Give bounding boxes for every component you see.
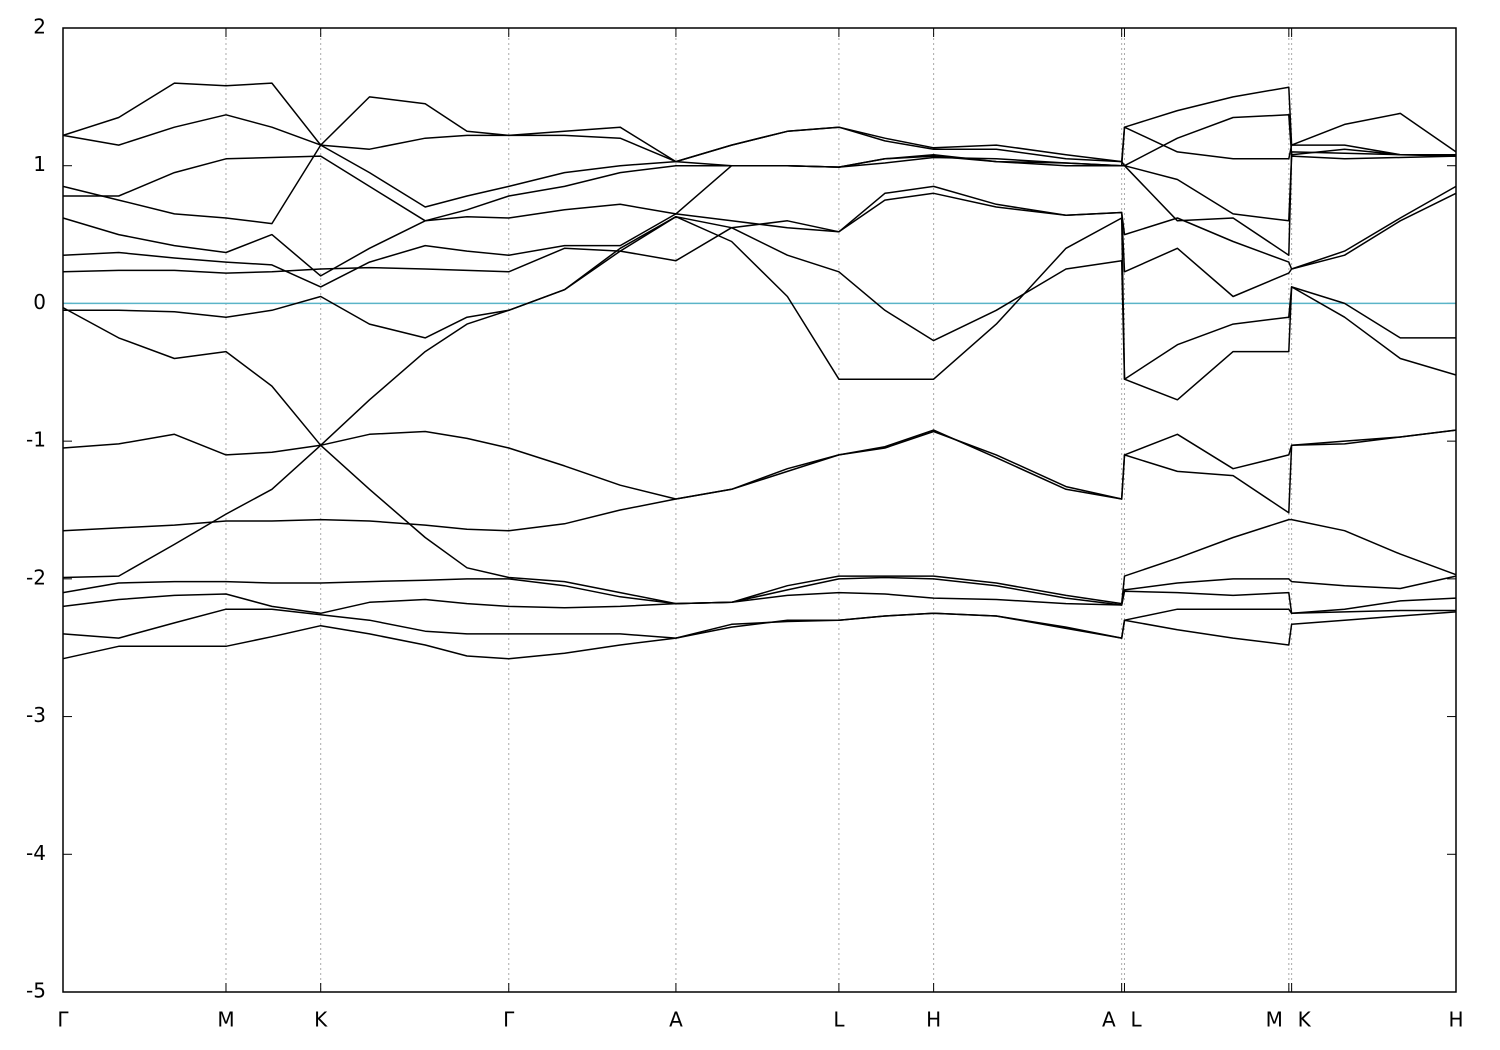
band-line — [62, 429, 1457, 514]
band-line — [62, 82, 1456, 167]
band-line — [62, 444, 1457, 605]
band-line — [63, 155, 1457, 222]
band-line — [62, 611, 1457, 660]
x-tick-label: L — [1130, 1008, 1142, 1032]
band-line — [62, 185, 1457, 288]
x-tick-label: L — [833, 1008, 845, 1032]
x-tick-label: A — [1102, 1008, 1116, 1032]
y-tick-label: -1 — [26, 428, 46, 452]
x-tick-label: A — [669, 1008, 683, 1032]
y-tick-label: -3 — [26, 703, 46, 727]
x-tick-label: H — [926, 1008, 941, 1032]
x-tick-label: Γ — [57, 1008, 69, 1032]
x-tick-label: Γ — [503, 1008, 515, 1032]
y-tick-label: -5 — [26, 979, 46, 1003]
y-tick-label: 1 — [33, 152, 46, 176]
x-tick-label: M — [217, 1008, 234, 1032]
band-line — [62, 215, 1457, 447]
x-tick-label: K — [1298, 1008, 1312, 1032]
band-line — [62, 575, 1457, 606]
y-tick-label: -2 — [26, 565, 46, 589]
band-line — [63, 215, 1456, 380]
y-tick-label: 0 — [33, 290, 46, 314]
y-tick-label: 2 — [33, 15, 46, 39]
plot-frame — [62, 27, 1457, 993]
x-tick-label: M — [1266, 1008, 1283, 1032]
y-tick-label: -4 — [26, 841, 46, 865]
x-tick-label: K — [314, 1008, 328, 1032]
band-line — [62, 192, 1457, 298]
band-line — [62, 429, 1457, 532]
band-line — [62, 608, 1456, 639]
band-line — [62, 590, 1457, 615]
x-tick-label: H — [1448, 1008, 1463, 1032]
